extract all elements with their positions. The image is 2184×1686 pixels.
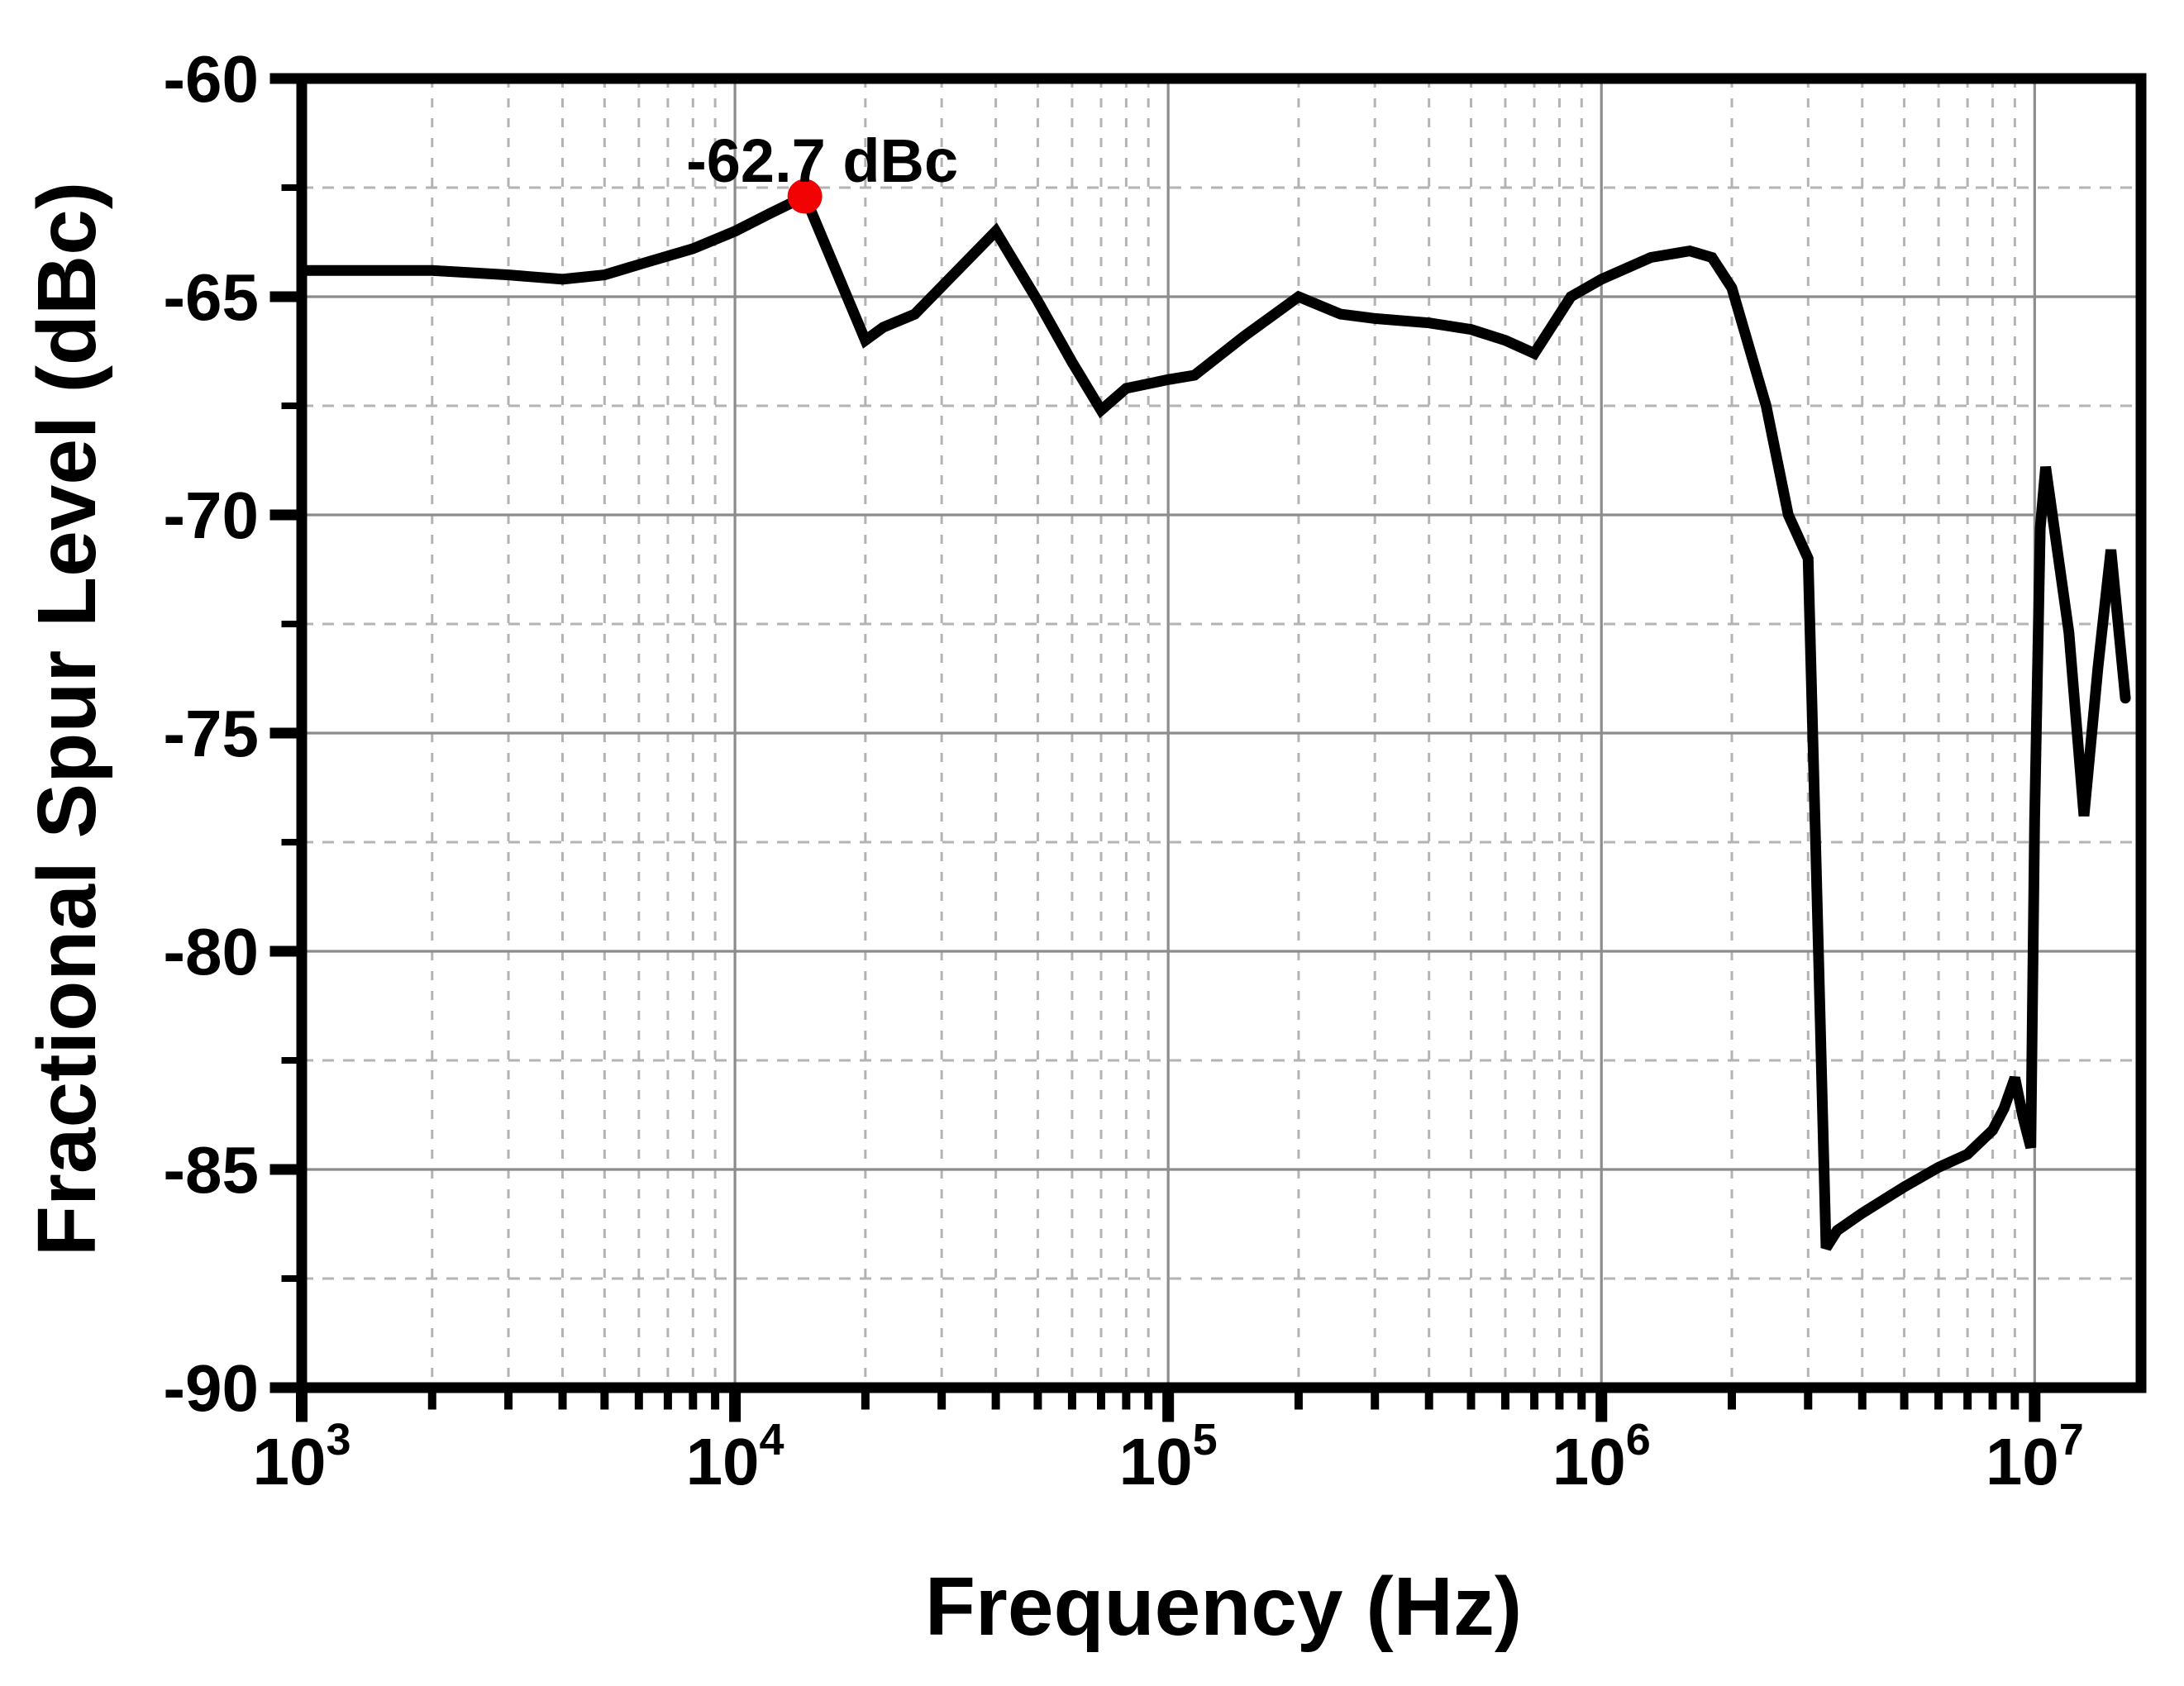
peak-marker-dot [787,179,823,214]
svg-text:-70: -70 [163,479,259,552]
svg-text:-90: -90 [163,1351,259,1425]
grid-major-lines [302,79,2141,1388]
svg-text:105: 105 [1119,1415,1218,1498]
svg-text:107: 107 [1986,1415,2084,1498]
x-axis-title: Frequency (Hz) [925,1560,1522,1653]
spur-level-curve [296,188,2131,1251]
svg-text:-60: -60 [163,42,259,116]
svg-text:-85: -85 [163,1133,259,1207]
svg-text:-80: -80 [163,915,259,988]
svg-text:106: 106 [1552,1415,1651,1498]
svg-text:103: 103 [252,1415,350,1498]
plot-frame [296,73,2147,1393]
svg-text:-75: -75 [163,697,259,770]
y-axis-title: Fractional Spur Level (dBc) [21,182,113,1256]
axis-ticks [269,73,2041,1422]
svg-text:-65: -65 [163,260,259,334]
peak-annotation: -62.7 dBc [686,126,958,195]
svg-text:104: 104 [686,1415,784,1498]
